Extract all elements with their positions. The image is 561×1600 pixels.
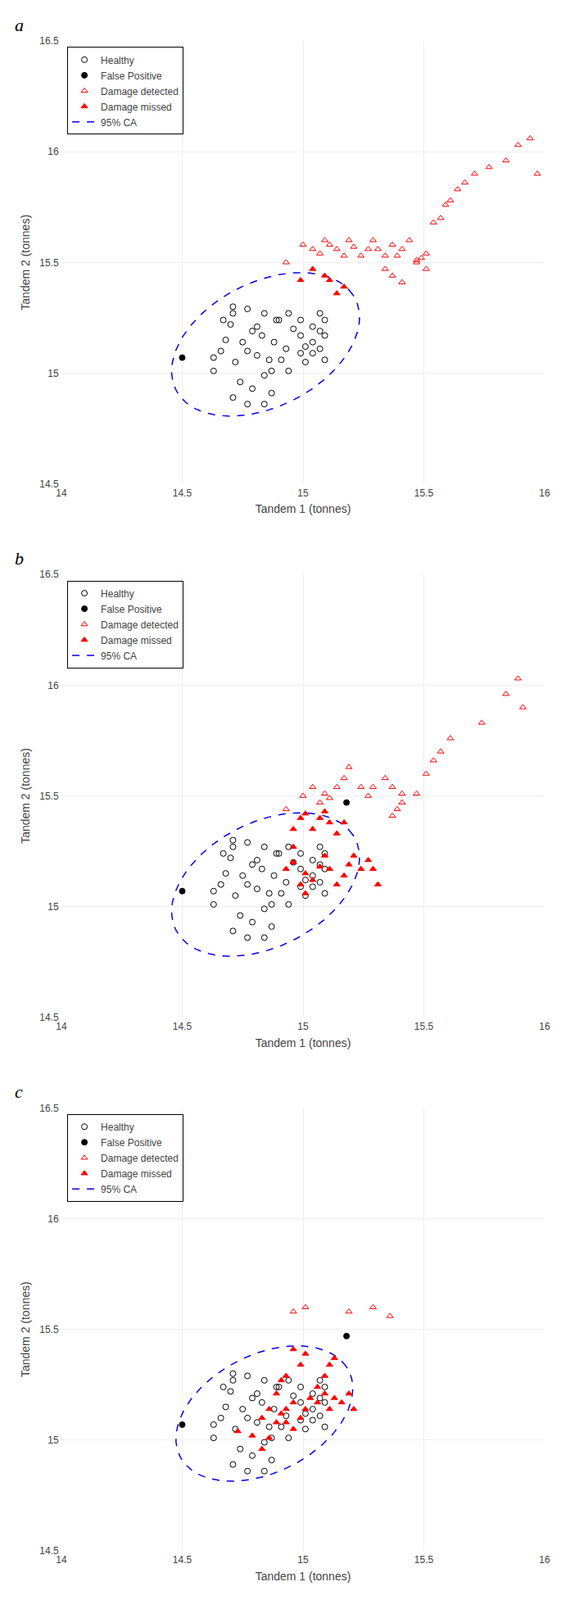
svg-text:14.5: 14.5 [172, 1020, 193, 1032]
svg-text:False Positive: False Positive [100, 603, 163, 616]
svg-text:16: 16 [47, 679, 59, 692]
svg-text:Tandem 2 (tonnes): Tandem 2 (tonnes) [18, 747, 32, 844]
svg-text:15: 15 [47, 900, 59, 913]
svg-text:c: c [14, 1081, 23, 1102]
svg-text:15: 15 [297, 487, 309, 499]
svg-text:14.5: 14.5 [172, 487, 193, 499]
svg-text:Damage detected: Damage detected [100, 85, 179, 98]
svg-text:15.5: 15.5 [414, 487, 435, 499]
svg-text:False Positive: False Positive [100, 70, 163, 82]
svg-text:15: 15 [297, 1553, 309, 1566]
svg-text:Healthy: Healthy [100, 1121, 135, 1133]
svg-text:16.5: 16.5 [39, 35, 59, 47]
svg-text:Damage missed: Damage missed [100, 634, 172, 647]
svg-text:15.5: 15.5 [414, 1020, 435, 1032]
svg-text:Damage missed: Damage missed [100, 1167, 172, 1180]
svg-text:Tandem 1 (tonnes): Tandem 1 (tonnes) [255, 502, 352, 516]
svg-text:False Positive: False Positive [100, 1136, 163, 1149]
svg-text:14.5: 14.5 [172, 1553, 193, 1566]
svg-text:Damage missed: Damage missed [100, 101, 172, 114]
svg-text:15.5: 15.5 [39, 1323, 59, 1335]
svg-text:Healthy: Healthy [100, 54, 135, 67]
svg-text:16: 16 [47, 1212, 59, 1225]
svg-text:15.5: 15.5 [39, 790, 59, 802]
svg-text:16: 16 [538, 1553, 551, 1566]
svg-text:Tandem 2 (tonnes): Tandem 2 (tonnes) [18, 1280, 32, 1377]
svg-text:16: 16 [538, 1020, 551, 1032]
svg-text:Damage detected: Damage detected [100, 1152, 179, 1164]
svg-text:Tandem 1 (tonnes): Tandem 1 (tonnes) [255, 1569, 352, 1583]
svg-text:14: 14 [55, 487, 68, 499]
svg-text:Tandem 1 (tonnes): Tandem 1 (tonnes) [255, 1036, 352, 1050]
svg-text:95% CA: 95% CA [100, 1183, 137, 1195]
svg-text:95% CA: 95% CA [100, 117, 137, 129]
svg-text:16.5: 16.5 [39, 568, 59, 580]
svg-text:b: b [14, 547, 24, 569]
svg-text:14: 14 [55, 1553, 68, 1566]
svg-text:14.5: 14.5 [39, 1011, 59, 1023]
svg-text:14: 14 [55, 1020, 68, 1032]
svg-text:15: 15 [297, 1020, 309, 1032]
svg-text:16: 16 [47, 145, 59, 158]
svg-text:a: a [14, 14, 24, 36]
svg-text:Damage detected: Damage detected [100, 619, 179, 631]
svg-text:15.5: 15.5 [414, 1553, 435, 1566]
svg-text:15.5: 15.5 [39, 257, 59, 269]
svg-text:95% CA: 95% CA [100, 650, 137, 662]
svg-text:14.5: 14.5 [39, 1544, 59, 1557]
svg-text:14.5: 14.5 [39, 478, 59, 490]
svg-text:Tandem 2 (tonnes): Tandem 2 (tonnes) [18, 214, 32, 311]
svg-text:16.5: 16.5 [39, 1102, 59, 1114]
svg-text:15: 15 [47, 367, 59, 380]
svg-text:16: 16 [538, 487, 551, 499]
svg-text:Healthy: Healthy [100, 588, 135, 600]
svg-text:15: 15 [47, 1434, 59, 1446]
